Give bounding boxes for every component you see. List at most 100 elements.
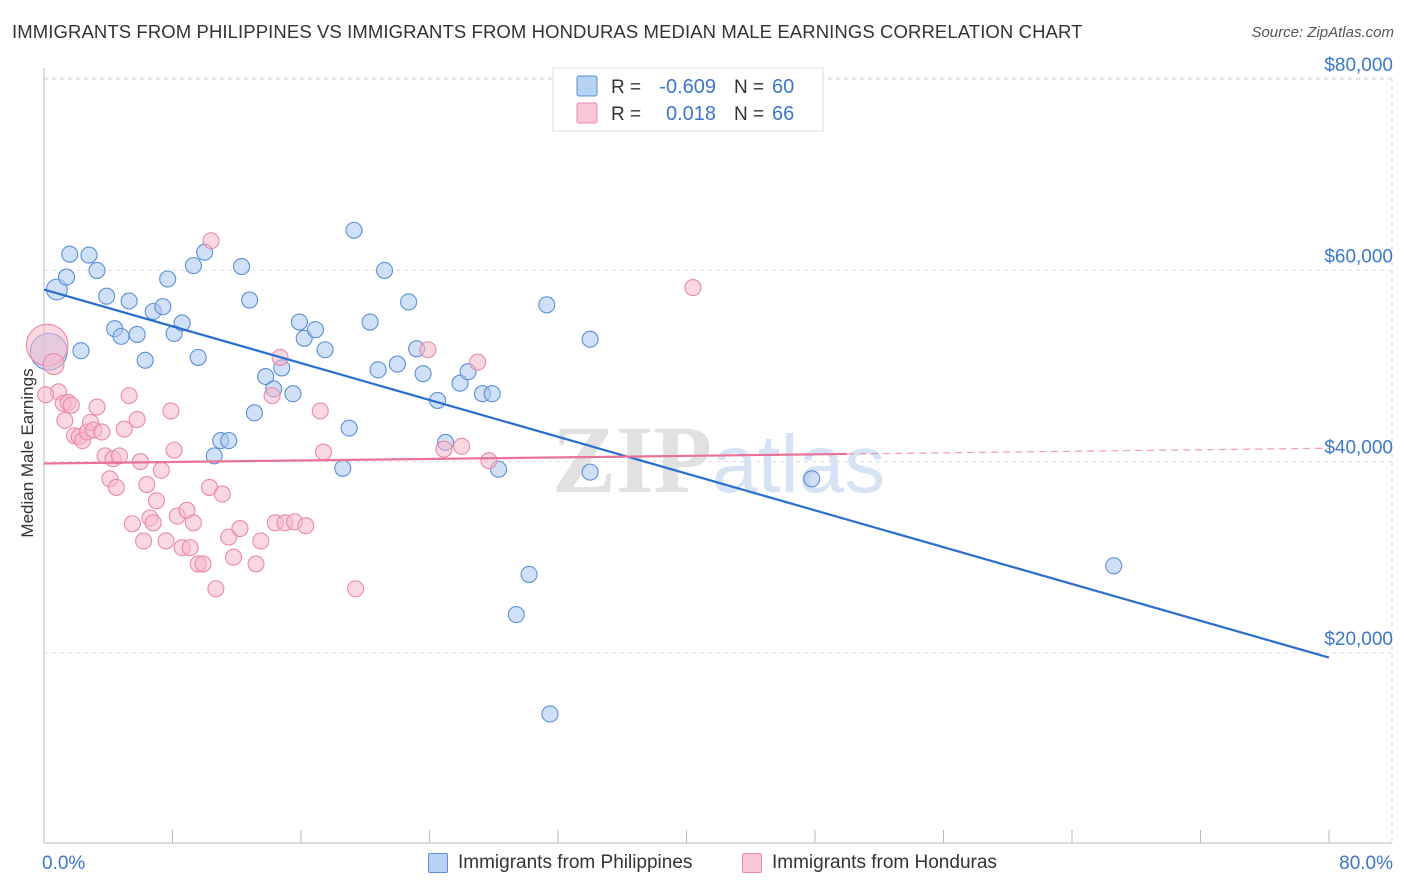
philippines-point	[154, 298, 172, 316]
honduras-point	[37, 386, 55, 404]
philippines-point	[345, 221, 363, 239]
philippines-point	[375, 261, 394, 279]
philippines-point	[483, 385, 501, 403]
chart-title: IMMIGRANTS FROM PHILIPPINES VS IMMIGRANT…	[12, 21, 1083, 42]
philippines-point	[1105, 557, 1123, 575]
honduras-point	[247, 555, 265, 573]
philippines-point	[205, 447, 223, 465]
y-tick-label: $40,000	[1324, 438, 1393, 459]
honduras-point	[213, 485, 231, 503]
honduras-point	[42, 353, 65, 376]
stats-n-label: N =	[734, 104, 764, 125]
y-axis-label: Median Male Earnings	[18, 368, 37, 537]
watermark-zip: ZIP	[552, 406, 712, 513]
philippines-point	[72, 342, 90, 360]
philippines-point	[581, 330, 599, 348]
philippines-point	[257, 367, 275, 386]
philippines-point	[361, 313, 379, 331]
philippines-point	[80, 246, 98, 264]
y-tick-label: $60,000	[1324, 246, 1393, 267]
honduras-point	[123, 515, 141, 533]
honduras-point	[128, 410, 146, 429]
honduras-point	[252, 532, 270, 550]
honduras-point	[684, 279, 702, 297]
honduras-trend-line	[43, 452, 848, 465]
honduras-point	[419, 341, 437, 359]
legend-item-honduras[interactable]: Immigrants from Honduras	[742, 852, 997, 874]
philippines-point	[388, 355, 406, 373]
honduras-point	[263, 387, 281, 405]
honduras-point	[184, 514, 202, 532]
honduras-point	[135, 532, 153, 550]
watermark-atlas: atlas	[712, 419, 885, 510]
honduras-point	[152, 461, 170, 479]
honduras-point	[88, 398, 106, 416]
stats-r-value: -0.609	[659, 76, 716, 98]
honduras-point	[231, 519, 249, 538]
philippines-point	[61, 245, 79, 263]
philippines-point	[245, 404, 263, 422]
x-tick-label: 0.0%	[42, 853, 85, 874]
stats-r-label: R =	[611, 104, 641, 125]
legend-label-honduras: Immigrants from Honduras	[772, 852, 997, 873]
honduras-point	[220, 528, 238, 546]
honduras-point	[297, 517, 315, 535]
philippines-point	[88, 261, 106, 279]
philippines-point	[306, 321, 325, 339]
stats-n-value: 60	[772, 76, 794, 98]
philippines-point	[581, 463, 599, 481]
y-tick-label: $80,000	[1324, 55, 1393, 76]
honduras-point	[469, 353, 487, 371]
honduras-point	[110, 447, 129, 465]
honduras-point	[480, 452, 498, 470]
honduras-point	[162, 402, 180, 420]
stats-r-label: R =	[611, 77, 641, 98]
philippines-point	[334, 459, 352, 477]
legend-label-philippines: Immigrants from Philippines	[458, 852, 693, 873]
philippines-point	[128, 325, 146, 344]
philippines-point	[369, 361, 387, 379]
legend-swatch-philippines	[428, 853, 448, 873]
stats-swatch-philippines	[576, 75, 598, 97]
philippines-point	[507, 606, 525, 624]
honduras-point	[120, 387, 138, 405]
philippines-point	[284, 385, 302, 403]
honduras-point	[202, 232, 220, 250]
honduras-point	[435, 440, 453, 458]
philippines-point	[400, 293, 418, 311]
honduras-point	[144, 514, 162, 532]
philippines-point	[136, 351, 154, 369]
philippines-point	[290, 313, 308, 331]
honduras-point	[347, 580, 365, 598]
stats-swatch-honduras	[576, 102, 598, 124]
philippines-point	[220, 432, 238, 450]
honduras-point	[314, 443, 333, 461]
philippines-point	[241, 291, 259, 309]
philippines-point	[538, 296, 556, 314]
honduras-point	[147, 492, 165, 510]
honduras-point	[138, 475, 156, 494]
honduras-point	[115, 420, 133, 438]
stats-n-value: 66	[772, 103, 794, 125]
philippines-point	[57, 268, 76, 286]
honduras-point	[194, 555, 212, 573]
honduras-point	[93, 423, 111, 441]
philippines-point	[112, 327, 130, 345]
stats-r-value: 0.018	[666, 103, 716, 125]
honduras-point	[107, 478, 125, 496]
honduras-point	[56, 411, 74, 430]
honduras-point	[157, 532, 175, 550]
philippines-point	[233, 258, 251, 276]
honduras-point	[165, 441, 183, 459]
legend-swatch-honduras	[742, 853, 762, 873]
philippines-point	[189, 348, 207, 366]
y-tick-label: $20,000	[1324, 629, 1393, 650]
philippines-point	[159, 270, 177, 288]
source-label: Source: ZipAtlas.com	[1251, 24, 1394, 41]
philippines-point	[340, 419, 358, 437]
legend-item-philippines[interactable]: Immigrants from Philippines	[428, 852, 692, 874]
x-tick-label: 80.0%	[1339, 853, 1393, 874]
stats-n-label: N =	[734, 77, 764, 98]
honduras-point	[311, 402, 329, 420]
